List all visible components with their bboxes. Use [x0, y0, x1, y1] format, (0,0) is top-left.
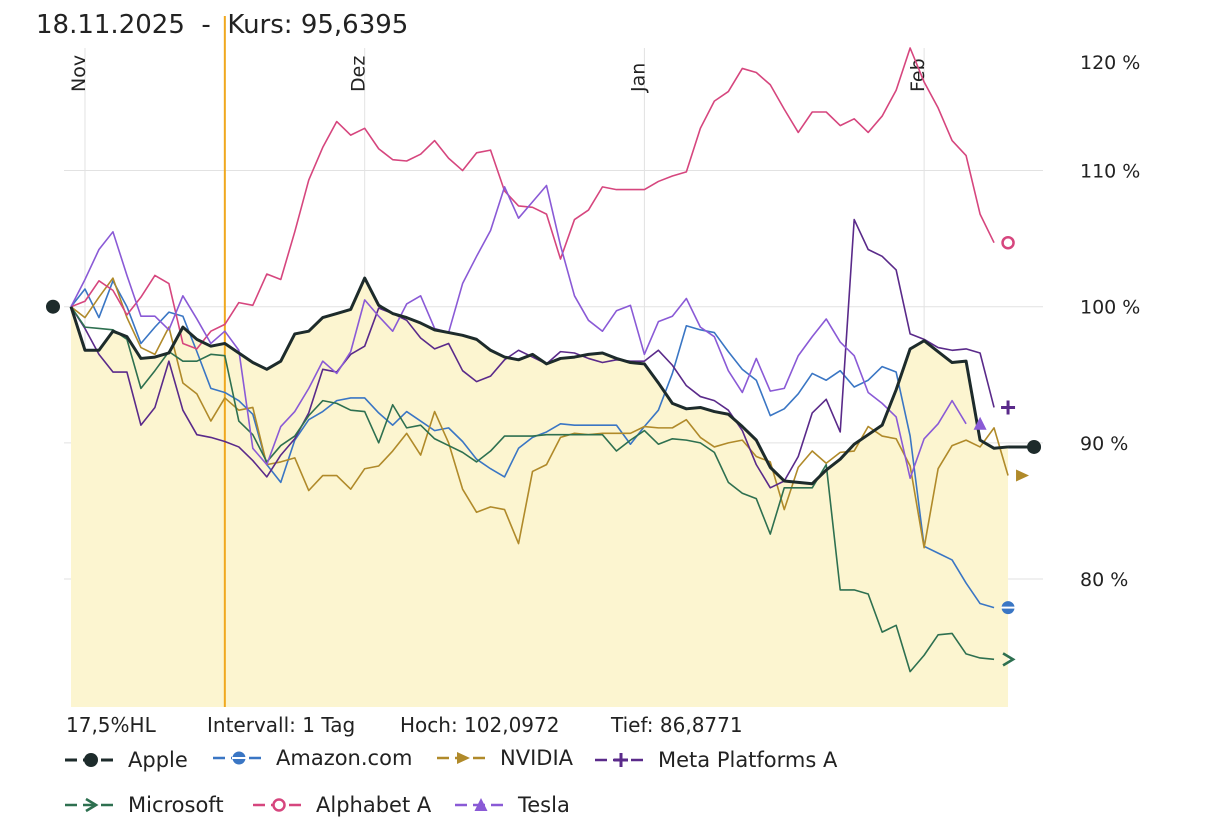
header-date: 18.11.2025	[36, 10, 185, 40]
chart-header: 18.11.2025 - Kurs: 95,6395	[36, 10, 408, 40]
footer-hl: 17,5%HL	[66, 713, 156, 737]
legend-item-microsoft[interactable]: Microsoft	[64, 793, 224, 817]
legend-swatch-nvidia	[437, 752, 489, 764]
legend-item-nvidia[interactable]: NVIDIA	[436, 746, 573, 770]
legend-swatch-amazon	[213, 751, 265, 765]
legend-marker-plus	[614, 753, 628, 767]
series-line-nvidia	[70, 277, 1009, 549]
end-marker-nvidia	[1016, 469, 1030, 482]
footer-low: Tief: 86,8771	[611, 713, 743, 737]
legend-swatch-alphabet	[253, 798, 305, 812]
legend-label-nvidia: NVIDIA	[500, 746, 573, 770]
series-line-alphabet-a	[70, 47, 995, 350]
legend-label-microsoft: Microsoft	[128, 793, 224, 817]
legend-swatch-meta	[595, 753, 647, 767]
y-tick-label-90: 90 %	[1080, 433, 1128, 455]
legend-marker-triangle-right	[457, 752, 470, 764]
legend-item-meta[interactable]: Meta Platforms A	[594, 748, 837, 772]
legend-marker-triangle-up	[474, 798, 488, 811]
footer-high: Hoch: 102,0972	[400, 713, 560, 737]
footer-interval: Intervall: 1 Tag	[207, 713, 356, 737]
header-kurs-value: 95,6395	[300, 10, 409, 40]
end-marker-apple	[1027, 439, 1042, 454]
legend-swatch-microsoft	[65, 797, 117, 813]
legend-label-alphabet: Alphabet A	[316, 793, 432, 817]
apple-area-fill	[70, 278, 1009, 707]
legend-swatch-tesla	[455, 798, 507, 811]
legend-item-tesla[interactable]: Tesla	[454, 793, 570, 817]
legend-label-amazon: Amazon.com	[276, 746, 413, 770]
legend-label-tesla: Tesla	[518, 793, 570, 817]
series-line-microsoft	[70, 306, 995, 673]
legend-label-apple: Apple	[128, 748, 188, 772]
end-marker-alphabet-a	[1001, 235, 1015, 250]
end-marker-meta-platforms-a	[1001, 400, 1016, 415]
legend-item-alphabet[interactable]: Alphabet A	[252, 793, 431, 817]
header-kurs-label: Kurs:	[227, 10, 293, 40]
legend-item-apple[interactable]: Apple	[64, 748, 188, 772]
month-label-nov: Nov	[68, 55, 90, 92]
legend-marker-chevron	[85, 797, 99, 813]
y-tick-label-80: 80 %	[1080, 569, 1128, 591]
y-tick-label-120: 120 %	[1080, 52, 1140, 74]
start-marker-apple	[46, 299, 60, 314]
series-line-tesla	[70, 184, 967, 480]
legend-marker-ring	[272, 798, 286, 812]
end-marker-microsoft	[1002, 652, 1016, 667]
series-line-meta-platforms-a	[70, 218, 995, 489]
end-marker-tesla	[973, 416, 987, 430]
month-label-dez: Dez	[348, 56, 370, 92]
legend-label-meta: Meta Platforms A	[658, 748, 838, 772]
legend-item-amazon[interactable]: Amazon.com	[212, 746, 412, 770]
series-line-apple	[69, 276, 1009, 486]
header-separator: -	[201, 10, 211, 40]
series-line-amazon-com	[70, 280, 995, 609]
month-label-feb: Feb	[907, 58, 929, 92]
legend-marker-dot	[84, 753, 98, 767]
y-tick-label-110: 110 %	[1080, 161, 1140, 183]
legend-swatch-apple	[65, 753, 117, 767]
y-tick-label-100: 100 %	[1080, 297, 1140, 319]
month-label-jan: Jan	[627, 63, 649, 93]
